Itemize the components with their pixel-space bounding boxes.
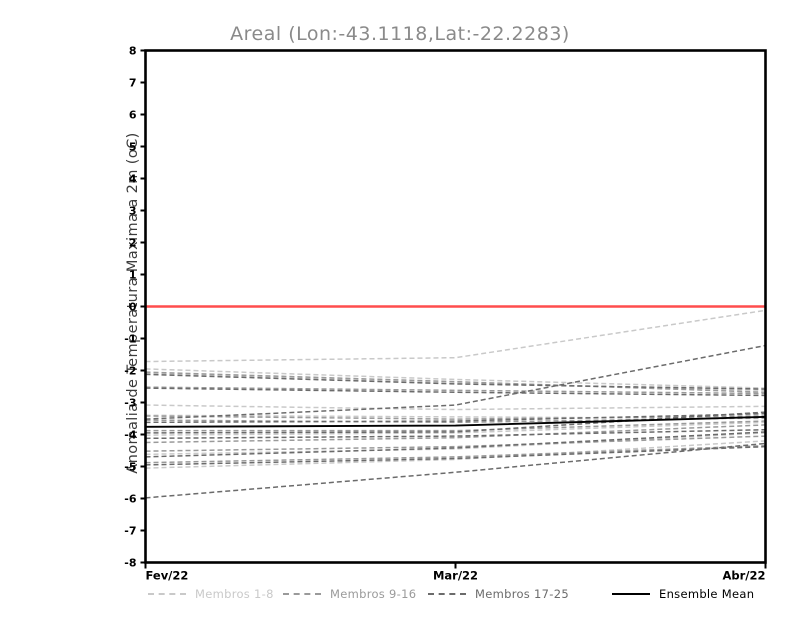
series-line xyxy=(145,372,766,392)
series-line xyxy=(145,440,766,469)
y-axis-tick-labels: 8 7 6 5 4 3 2 1 0 -1 -2 -3 -4 -5 -6 -7 -8 xyxy=(124,45,137,570)
y-tick-label: 8 xyxy=(129,45,137,58)
legend-label: Membros 17-25 xyxy=(475,587,569,601)
series-line xyxy=(145,412,766,424)
legend-entry[interactable]: Membros 1-8 xyxy=(148,586,274,602)
series-line xyxy=(145,432,766,456)
series-line xyxy=(145,414,766,420)
series-line xyxy=(145,445,766,466)
series-line xyxy=(145,442,766,499)
legend-swatch-icon xyxy=(428,593,466,595)
y-tick-label: 5 xyxy=(129,141,137,154)
series-line xyxy=(145,435,766,452)
y-tick-label: -6 xyxy=(124,493,137,506)
y-tick-label: 2 xyxy=(129,237,137,250)
y-tick-label: -4 xyxy=(124,429,137,442)
series-line xyxy=(145,387,766,397)
series-line xyxy=(145,309,766,363)
x-tick-label: Fev/22 xyxy=(146,569,189,583)
x-axis-tick-marks xyxy=(144,562,767,569)
legend-label: Ensemble Mean xyxy=(659,587,755,601)
x-axis-tick-labels: Fev/22 Mar/22 Abr/22 xyxy=(146,569,766,583)
series-line xyxy=(145,386,766,395)
legend-swatch-icon xyxy=(283,593,321,595)
y-tick-label: 6 xyxy=(129,109,137,122)
series-line xyxy=(145,404,766,411)
series-line xyxy=(145,424,766,444)
series-line xyxy=(145,421,766,436)
series-line xyxy=(145,368,766,389)
series-line xyxy=(145,420,766,432)
series-line xyxy=(145,431,766,458)
y-tick-label: -7 xyxy=(124,525,136,538)
y-tick-label: -8 xyxy=(124,557,136,570)
series-line xyxy=(145,373,766,390)
y-tick-label: 1 xyxy=(129,269,137,282)
legend-entry[interactable]: Membros 9-16 xyxy=(283,586,416,602)
y-tick-label: 4 xyxy=(129,173,137,186)
legend-label: Membros 9-16 xyxy=(330,587,417,601)
y-tick-label: -2 xyxy=(124,365,136,378)
x-tick-label: Mar/22 xyxy=(433,569,478,583)
legend-entry[interactable]: Ensemble Mean xyxy=(612,586,754,602)
chart-legend: Membros 1-8 Membros 9-16 Membros 17-25 Ense… xyxy=(0,586,800,608)
legend-entry[interactable]: Membros 17-25 xyxy=(428,586,569,602)
series-line xyxy=(145,444,766,464)
y-tick-label: 3 xyxy=(129,205,137,218)
series-line xyxy=(145,415,766,428)
y-tick-label: -5 xyxy=(124,461,136,474)
legend-swatch-icon xyxy=(148,593,186,595)
x-tick-label: Abr/22 xyxy=(722,569,765,583)
legend-label: Membros 1-8 xyxy=(195,587,274,601)
y-tick-label: 7 xyxy=(129,77,137,90)
series-line xyxy=(145,415,766,420)
series-line xyxy=(145,428,766,440)
series-line xyxy=(145,344,766,420)
series-line xyxy=(145,371,766,394)
legend-swatch-icon xyxy=(612,592,650,596)
y-tick-label: -1 xyxy=(124,333,136,346)
y-tick-label: 0 xyxy=(129,301,137,314)
chart-title: Areal (Lon:-43.1118,Lat:-22.2283) xyxy=(230,23,570,45)
series-lines xyxy=(145,309,766,499)
y-tick-label: -3 xyxy=(124,397,136,410)
